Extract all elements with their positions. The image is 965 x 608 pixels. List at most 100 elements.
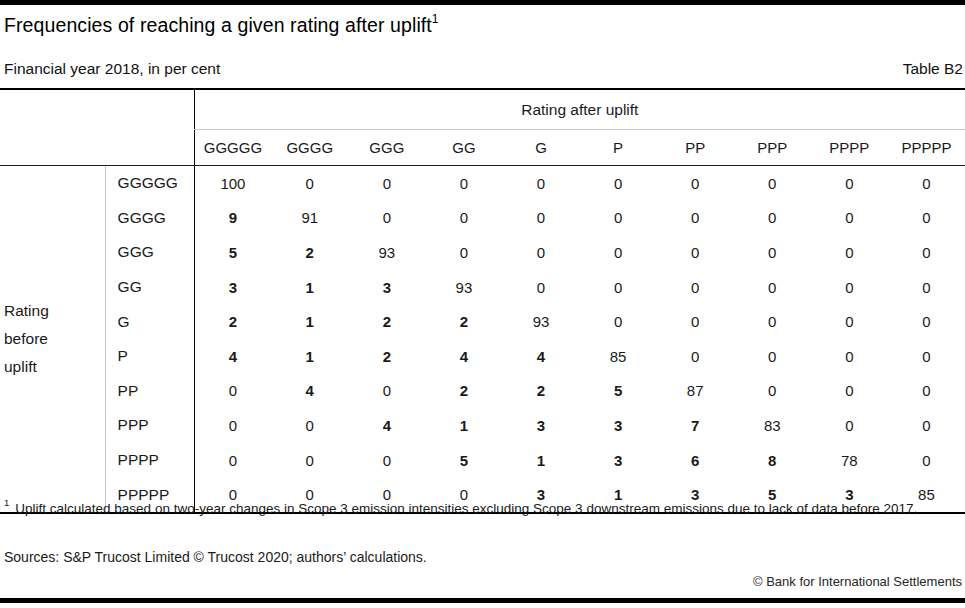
matrix-cell: 2 (271, 235, 348, 270)
row-header: PP (105, 374, 194, 409)
table-row: RatingbeforeupliftGGGGG100000000000 (0, 166, 965, 201)
matrix-cell: 3 (348, 270, 425, 305)
matrix-cell: 78 (811, 443, 888, 478)
matrix-cell: 0 (811, 339, 888, 374)
matrix-cell: 0 (425, 235, 502, 270)
matrix-cell: 0 (271, 408, 348, 443)
header-stub (0, 89, 194, 130)
subtitle-row: Financial year 2018, in per cent Table B… (4, 60, 963, 78)
matrix-cell: 3 (194, 270, 271, 305)
footnote: 1 Uplift calculated based on two-year cha… (4, 492, 962, 521)
matrix-cell: 1 (271, 304, 348, 339)
matrix-cell: 0 (888, 304, 965, 339)
matrix-cell: 0 (348, 374, 425, 409)
table-row: PP04022587000 (0, 374, 965, 409)
matrix-cell: 0 (580, 201, 657, 236)
matrix-cell: 2 (348, 304, 425, 339)
matrix-cell: 0 (811, 270, 888, 305)
row-header: GGG (105, 235, 194, 270)
matrix-cell: 2 (194, 304, 271, 339)
column-header: PPPPP (888, 130, 965, 166)
matrix-cell: 3 (502, 408, 579, 443)
matrix-cell: 6 (657, 443, 734, 478)
column-header: PPP (734, 130, 811, 166)
matrix-cell: 1 (502, 443, 579, 478)
matrix-cell: 0 (734, 235, 811, 270)
matrix-cell: 8 (734, 443, 811, 478)
matrix-cell: 0 (888, 270, 965, 305)
matrix-cell: 93 (348, 235, 425, 270)
table-subtitle: Financial year 2018, in per cent (4, 60, 220, 78)
matrix-cell: 0 (657, 270, 734, 305)
matrix-cell: 3 (580, 443, 657, 478)
matrix-cell: 2 (425, 374, 502, 409)
matrix-cell: 0 (502, 270, 579, 305)
column-header: P (580, 130, 657, 166)
matrix-cell: 0 (194, 443, 271, 478)
matrix-cell: 1 (425, 408, 502, 443)
table-row: GGG52930000000 (0, 235, 965, 270)
matrix-cell: 85 (580, 339, 657, 374)
table-row: GGGG99100000000 (0, 201, 965, 236)
bottom-rule (0, 598, 965, 603)
matrix-cell: 0 (348, 166, 425, 201)
matrix-cell: 0 (734, 339, 811, 374)
footnote-text: Uplift calculated based on two-year chan… (15, 501, 917, 516)
column-header: GGG (348, 130, 425, 166)
matrix-cell: 0 (271, 166, 348, 201)
matrix-cell: 0 (888, 443, 965, 478)
column-header: GGGG (271, 130, 348, 166)
matrix-cell: 0 (425, 166, 502, 201)
matrix-cell: 5 (425, 443, 502, 478)
matrix-cell: 3 (580, 408, 657, 443)
matrix-cell: 4 (271, 374, 348, 409)
matrix-cell: 0 (580, 235, 657, 270)
row-header: PPP (105, 408, 194, 443)
matrix-cell: 0 (425, 201, 502, 236)
matrix-cell: 0 (888, 235, 965, 270)
matrix-cell: 0 (734, 166, 811, 201)
footnote-marker: 1 (4, 497, 9, 508)
row-header: G (105, 304, 194, 339)
matrix-cell: 1 (271, 339, 348, 374)
matrix-cell: 2 (348, 339, 425, 374)
matrix-cell: 0 (348, 443, 425, 478)
matrix-cell: 4 (425, 339, 502, 374)
matrix-cell: 0 (811, 235, 888, 270)
matrix-cell: 0 (888, 166, 965, 201)
matrix-cell: 0 (348, 201, 425, 236)
column-group-header: Rating after uplift (194, 89, 965, 130)
matrix-cell: 93 (425, 270, 502, 305)
matrix-cell: 0 (734, 270, 811, 305)
row-header: PPPP (105, 443, 194, 478)
matrix-cell: 0 (657, 304, 734, 339)
matrix-cell: 0 (811, 166, 888, 201)
table-row: PPP00413378300 (0, 408, 965, 443)
column-header: GGGGG (194, 130, 271, 166)
matrix-cell: 2 (502, 374, 579, 409)
sources-line: Sources: S&P Trucost Limited © Trucost 2… (4, 549, 427, 565)
matrix-cell: 0 (271, 443, 348, 478)
matrix-cell: 87 (657, 374, 734, 409)
matrix-cell: 0 (580, 270, 657, 305)
matrix-cell: 0 (502, 235, 579, 270)
column-header: PPPP (811, 130, 888, 166)
matrix-cell: 0 (888, 339, 965, 374)
matrix-cell: 83 (734, 408, 811, 443)
matrix-cell: 0 (657, 166, 734, 201)
table-number-label: Table B2 (903, 60, 963, 78)
row-header: P (105, 339, 194, 374)
row-header: GGGG (105, 201, 194, 236)
matrix-cell: 5 (194, 235, 271, 270)
matrix-cell: 0 (888, 408, 965, 443)
matrix-cell: 93 (502, 304, 579, 339)
matrix-cell: 0 (657, 339, 734, 374)
page-title: Frequencies of reaching a given rating a… (4, 13, 439, 37)
table-row: G21229300000 (0, 304, 965, 339)
matrix-cell: 100 (194, 166, 271, 201)
matrix-cell: 4 (502, 339, 579, 374)
matrix-cell: 0 (811, 408, 888, 443)
matrix-cell: 1 (271, 270, 348, 305)
table-row: P41244850000 (0, 339, 965, 374)
matrix-cell: 0 (657, 235, 734, 270)
